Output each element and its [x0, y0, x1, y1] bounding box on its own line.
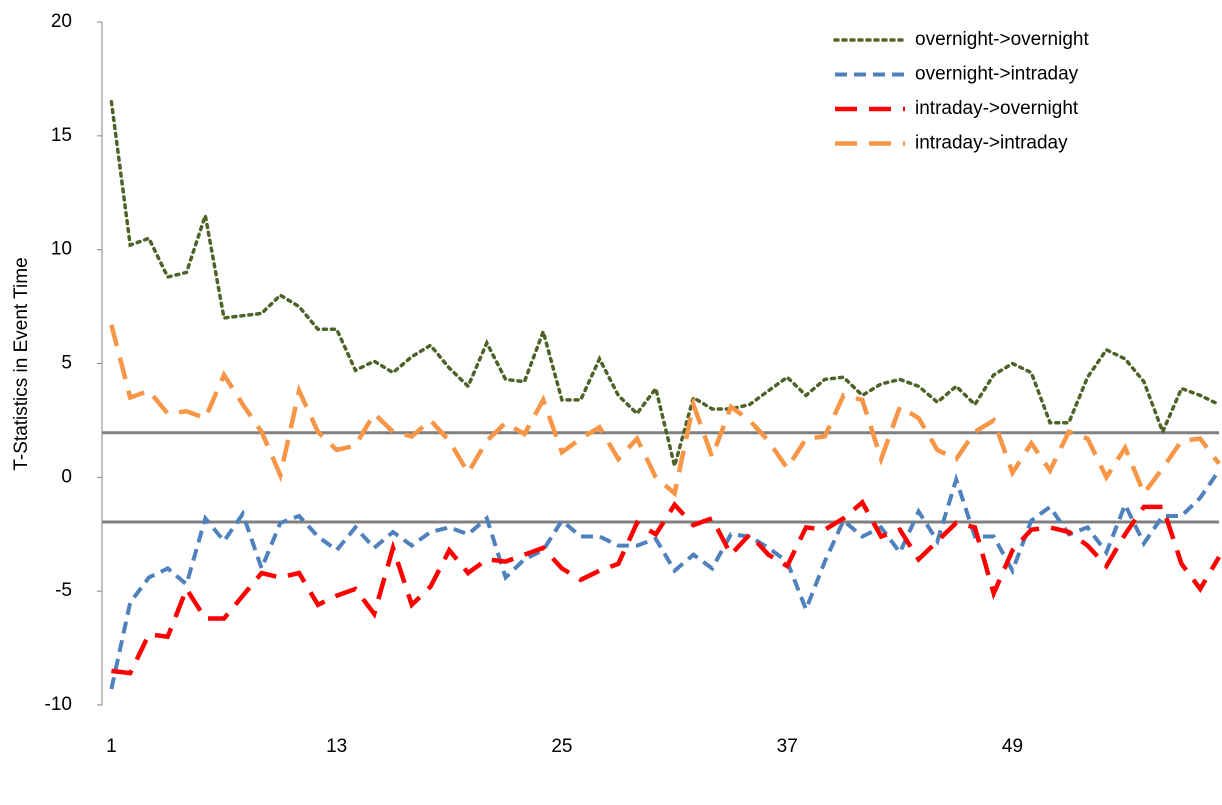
legend-label: intraday->overnight — [915, 98, 1079, 119]
legend-label: intraday->intraday — [915, 133, 1068, 154]
series-line — [109, 469, 1221, 690]
y-tick-label: -10 — [45, 694, 72, 715]
legend-label: overnight->overnight — [915, 29, 1089, 50]
x-tick-label: 49 — [1002, 736, 1023, 757]
legend-label: overnight->intraday — [915, 64, 1079, 85]
series-line — [109, 99, 1221, 473]
y-tick-label: 10 — [51, 239, 72, 260]
y-tick-label: 0 — [61, 466, 72, 487]
y-tick-label: -5 — [55, 580, 72, 601]
y-axis-title: T-Statistics in Event Time — [11, 257, 32, 470]
x-tick-label: 37 — [777, 736, 798, 757]
y-tick-label: 15 — [51, 125, 72, 146]
series-line — [109, 324, 1221, 498]
y-tick-label: 5 — [61, 353, 72, 374]
x-tick-label: 1 — [106, 736, 117, 757]
y-tick-label: 20 — [51, 11, 72, 32]
x-tick-label: 25 — [551, 736, 572, 757]
series-line — [111, 498, 1221, 676]
x-tick-label: 13 — [326, 736, 347, 757]
